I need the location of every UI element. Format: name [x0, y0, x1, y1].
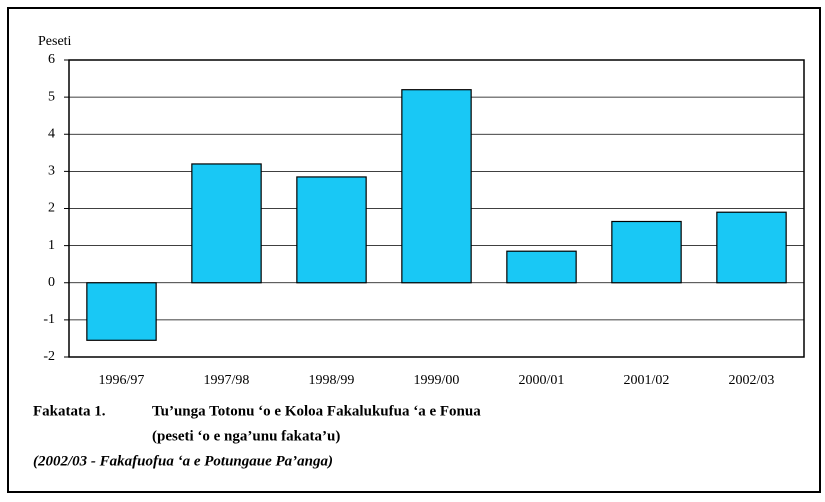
- bar: [191, 163, 262, 284]
- x-tick-label: 1999/00: [414, 373, 460, 388]
- bar: [401, 89, 472, 284]
- bar: [86, 282, 157, 341]
- x-tick-label: 1996/97: [99, 373, 145, 388]
- x-tick-label: 1998/99: [309, 373, 355, 388]
- y-tick-label: 3: [48, 164, 55, 179]
- y-tick-label: 1: [48, 238, 55, 253]
- y-tick-label: 5: [48, 89, 55, 104]
- y-tick-label: 2: [48, 201, 55, 216]
- x-tick-label: 2002/03: [729, 373, 775, 388]
- y-tick-label: 0: [48, 275, 55, 290]
- y-tick-label: 4: [48, 126, 55, 141]
- bar: [296, 176, 367, 284]
- figure-label: Fakatata 1.: [33, 403, 106, 419]
- y-tick-label: 6: [48, 52, 55, 67]
- chart-title: Tu’unga Totonu ‘o e Koloa Fakalukufua ‘a…: [152, 403, 481, 419]
- bar: [716, 211, 787, 284]
- x-tick-label: 2001/02: [624, 373, 670, 388]
- y-axis-label: Peseti: [38, 34, 72, 49]
- chart-subtitle: (peseti ‘o e nga’unu fakata’u): [152, 428, 340, 444]
- x-tick-label: 1997/98: [204, 373, 250, 388]
- bar: [506, 250, 577, 284]
- y-tick-label: -2: [43, 349, 55, 364]
- x-tick-label: 2000/01: [519, 373, 565, 388]
- bar: [611, 220, 682, 284]
- y-tick-label: -1: [43, 312, 55, 327]
- chart-note: (2002/03 - Fakafuofua ‘a e Potungaue Pa’…: [33, 453, 333, 469]
